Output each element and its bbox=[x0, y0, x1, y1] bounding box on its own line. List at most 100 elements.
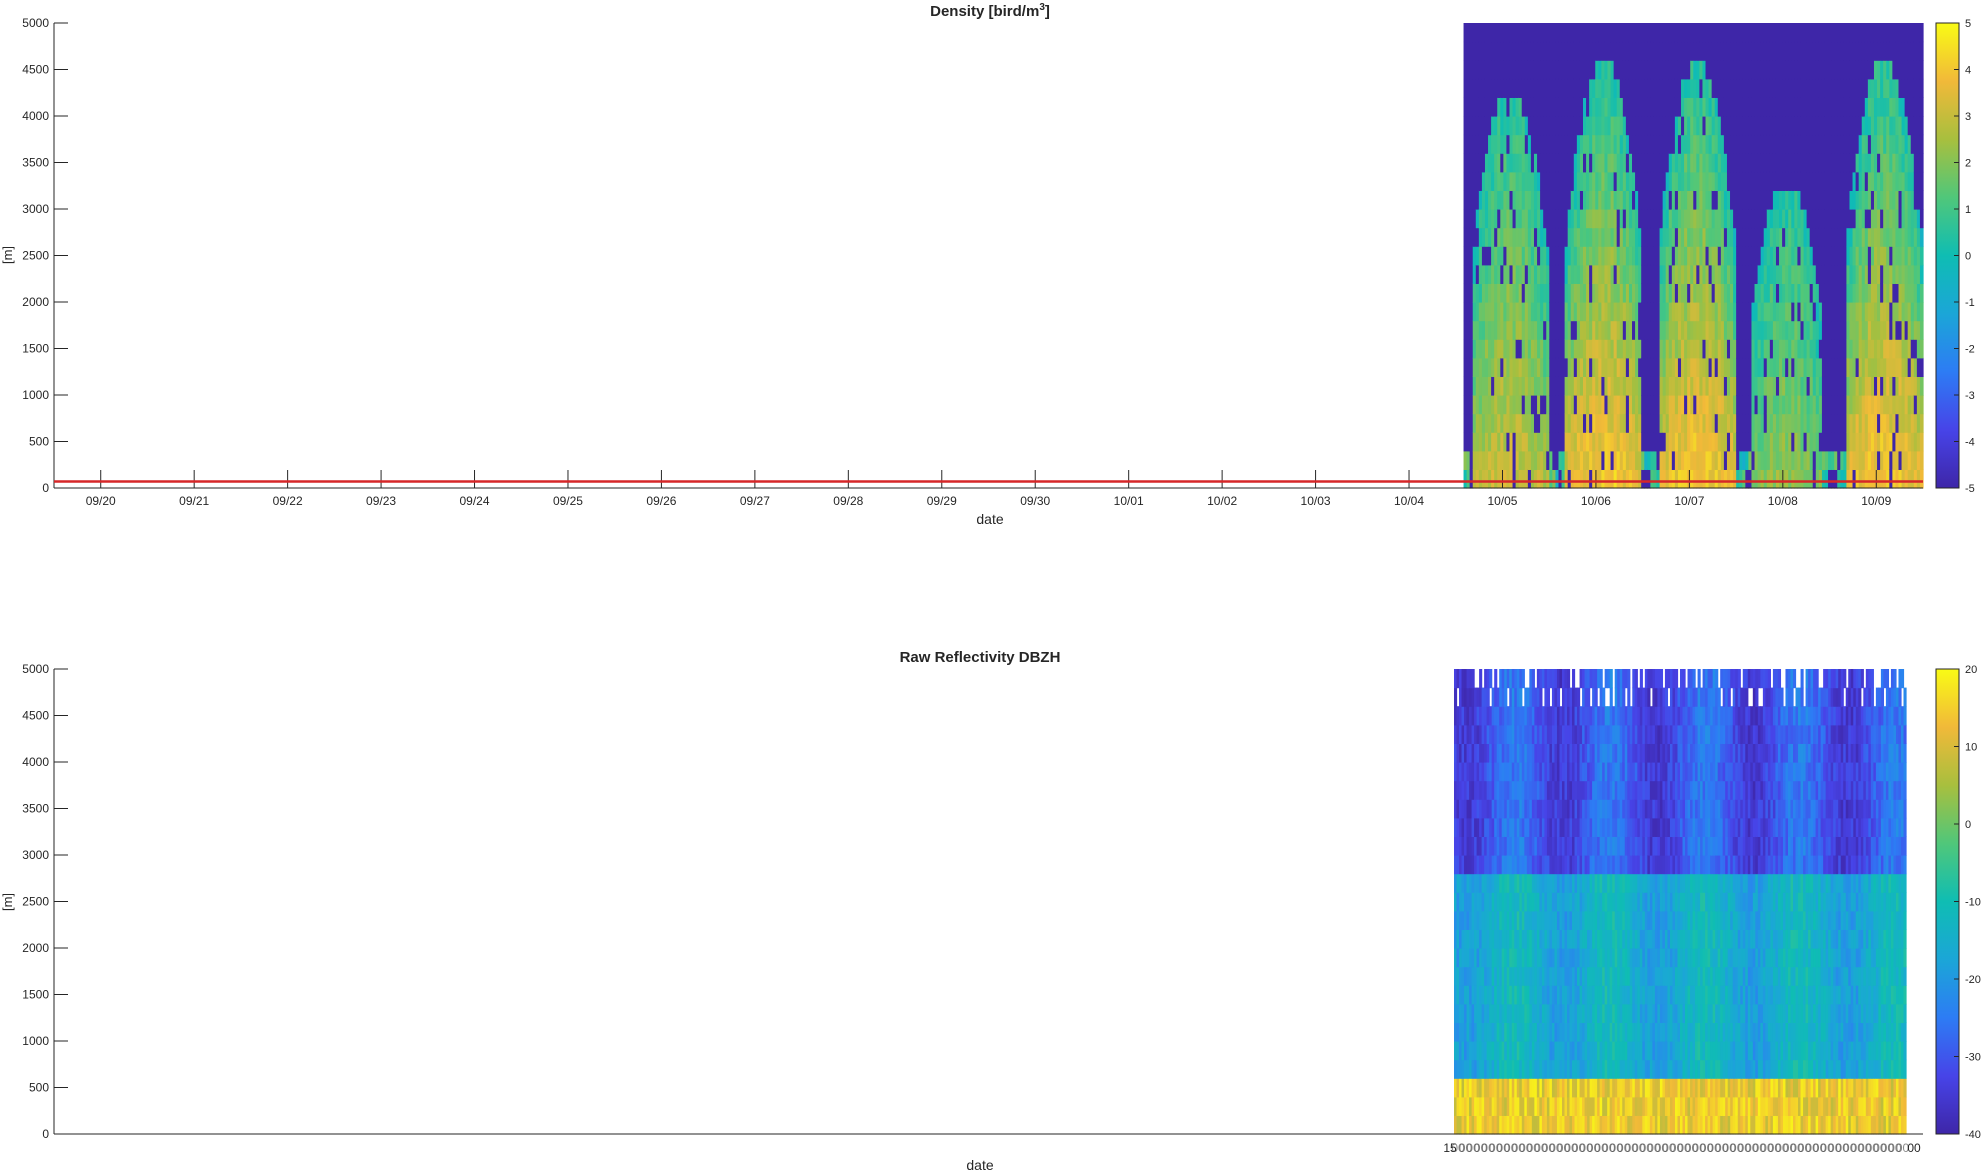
density-cell bbox=[1586, 450, 1590, 470]
density-cell bbox=[1690, 413, 1694, 433]
density-cell bbox=[1754, 171, 1759, 191]
density-cell bbox=[1598, 41, 1602, 61]
reflectivity-cell bbox=[1519, 948, 1523, 968]
density-cell bbox=[1530, 41, 1535, 61]
density-cell bbox=[1913, 302, 1918, 322]
density-cell bbox=[1543, 227, 1547, 247]
reflectivity-cell bbox=[1496, 1059, 1500, 1079]
reflectivity-cell bbox=[1461, 929, 1465, 949]
reflectivity-cell bbox=[1561, 762, 1566, 782]
reflectivity-cell bbox=[1484, 799, 1488, 819]
density-cell bbox=[1846, 376, 1851, 396]
reflectivity-cell bbox=[1469, 836, 1473, 856]
density-cell bbox=[1889, 97, 1893, 117]
density-cell bbox=[1690, 469, 1694, 489]
density-cell bbox=[1815, 357, 1820, 377]
density-cell bbox=[1757, 264, 1762, 284]
density-cell bbox=[1687, 413, 1691, 433]
density-cell bbox=[1647, 432, 1651, 452]
density-cell bbox=[1910, 469, 1915, 489]
density-cell bbox=[1540, 469, 1544, 489]
density-cell bbox=[1583, 23, 1587, 43]
density-cell bbox=[1469, 227, 1474, 247]
density-cell bbox=[1472, 264, 1477, 284]
density-cell bbox=[1880, 134, 1884, 154]
reflectivity-cell bbox=[1494, 1041, 1498, 1061]
density-cell bbox=[1674, 357, 1679, 377]
density-cell bbox=[1815, 60, 1820, 80]
density-cell bbox=[1515, 209, 1520, 229]
reflectivity-cell bbox=[1554, 1096, 1558, 1116]
density-cell bbox=[1475, 450, 1480, 470]
reflectivity-cell bbox=[1496, 743, 1500, 763]
density-cell bbox=[1662, 302, 1667, 322]
density-cell bbox=[1714, 395, 1719, 415]
reflectivity-cell bbox=[1556, 985, 1561, 1005]
reflectivity-cell bbox=[1494, 892, 1498, 912]
reflectivity-cell bbox=[1504, 948, 1508, 968]
reflectivity-cell bbox=[1461, 706, 1465, 726]
density-cell bbox=[1754, 78, 1759, 98]
density-cell bbox=[1708, 134, 1713, 154]
density-cell bbox=[1469, 357, 1474, 377]
density-cell bbox=[1717, 78, 1722, 98]
density-cell bbox=[1506, 376, 1511, 396]
reflectivity-cell bbox=[1511, 687, 1515, 707]
density-cell bbox=[1607, 209, 1612, 229]
density-cell bbox=[1488, 227, 1492, 247]
reflectivity-cell bbox=[1464, 910, 1468, 930]
density-cell bbox=[1500, 60, 1504, 80]
density-cell bbox=[1475, 116, 1480, 136]
density-cell bbox=[1484, 153, 1489, 173]
reflectivity-cell bbox=[1569, 873, 1573, 893]
reflectivity-cell bbox=[1551, 948, 1556, 968]
density-cell bbox=[1726, 376, 1731, 396]
density-cell bbox=[1693, 264, 1697, 284]
density-cell bbox=[1690, 450, 1694, 470]
density-cell bbox=[1607, 171, 1612, 191]
density-cell bbox=[1684, 246, 1688, 266]
density-cell bbox=[1831, 320, 1835, 340]
reflectivity-cell bbox=[1521, 743, 1525, 763]
density-cell bbox=[1702, 469, 1707, 489]
density-cell bbox=[1677, 97, 1682, 117]
density-cell bbox=[1647, 60, 1651, 80]
reflectivity-cell bbox=[1554, 948, 1558, 968]
density-cell bbox=[1472, 97, 1477, 117]
density-cell bbox=[1589, 134, 1593, 154]
density-cell bbox=[1723, 450, 1728, 470]
density-cell bbox=[1478, 246, 1483, 266]
density-cell bbox=[1788, 283, 1792, 303]
density-cell bbox=[1506, 283, 1511, 303]
density-cell bbox=[1478, 116, 1483, 136]
density-cell bbox=[1730, 209, 1734, 229]
density-cell bbox=[1849, 339, 1854, 359]
density-cell bbox=[1488, 116, 1492, 136]
density-cell bbox=[1681, 116, 1685, 136]
density-cell bbox=[1604, 357, 1609, 377]
density-cell bbox=[1794, 190, 1799, 210]
density-cell bbox=[1907, 97, 1912, 117]
density-cell bbox=[1766, 432, 1771, 452]
density-cell bbox=[1901, 246, 1906, 266]
density-cell bbox=[1782, 116, 1786, 136]
density-cell bbox=[1696, 227, 1700, 247]
density-cell bbox=[1604, 116, 1609, 136]
density-cell bbox=[1497, 134, 1501, 154]
density-cell bbox=[1877, 227, 1881, 247]
reflectivity-cell bbox=[1506, 836, 1510, 856]
density-cell bbox=[1867, 376, 1872, 396]
density-cell bbox=[1625, 339, 1630, 359]
density-cell bbox=[1564, 97, 1569, 117]
reflectivity-cell bbox=[1546, 1003, 1551, 1023]
density-cell bbox=[1681, 376, 1685, 396]
density-cell bbox=[1699, 264, 1704, 284]
density-cell bbox=[1497, 339, 1501, 359]
reflectivity-cell bbox=[1519, 743, 1523, 763]
density-cell bbox=[1864, 432, 1869, 452]
density-cell bbox=[1638, 283, 1642, 303]
reflectivity-cell bbox=[1551, 669, 1556, 689]
density-cell bbox=[1916, 469, 1921, 489]
density-cell bbox=[1524, 413, 1529, 433]
density-cell bbox=[1788, 246, 1792, 266]
